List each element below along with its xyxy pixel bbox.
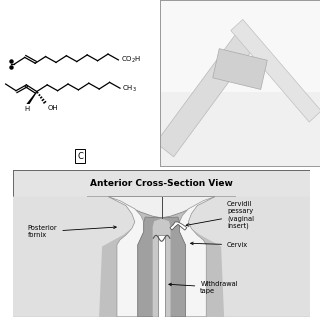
Polygon shape [188,196,310,317]
Polygon shape [108,196,144,317]
Text: OH: OH [47,105,58,111]
Text: CH$_3$: CH$_3$ [122,84,137,94]
Text: Anterior Cross-Section View: Anterior Cross-Section View [90,179,233,188]
Text: C: C [77,152,83,161]
Text: Cervix: Cervix [191,242,248,248]
Polygon shape [26,92,37,104]
Text: CO$_2$H: CO$_2$H [121,55,141,65]
Text: Cervidil
pessary
(vaginal
insert): Cervidil pessary (vaginal insert) [186,201,254,229]
FancyBboxPatch shape [13,196,310,317]
FancyBboxPatch shape [13,170,310,196]
Polygon shape [13,196,135,317]
Text: Withdrawal
tape: Withdrawal tape [169,281,238,294]
Text: Posterior
fornix: Posterior fornix [28,225,116,238]
Polygon shape [213,49,267,90]
Polygon shape [158,235,165,317]
FancyBboxPatch shape [13,170,310,317]
Text: H: H [25,106,30,112]
Polygon shape [153,219,171,317]
Polygon shape [180,196,215,317]
FancyBboxPatch shape [160,92,320,166]
Polygon shape [170,222,187,230]
Polygon shape [156,29,257,157]
Polygon shape [108,196,215,317]
Polygon shape [87,196,236,218]
Polygon shape [231,20,320,122]
Polygon shape [138,217,185,317]
